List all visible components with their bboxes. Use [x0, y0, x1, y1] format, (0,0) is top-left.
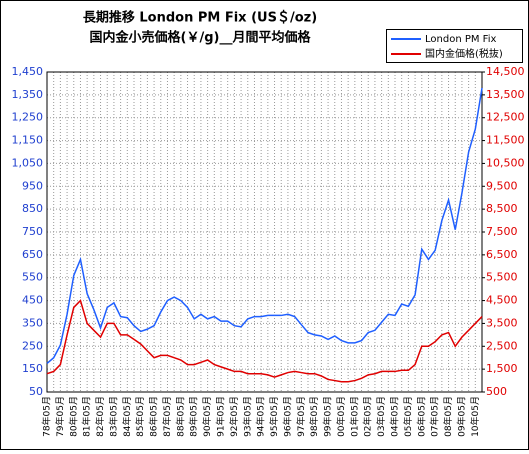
- y-tick-label: 550: [22, 271, 43, 284]
- y2-tick-label: 13,500: [486, 88, 525, 101]
- y2-tick-label: 4,500: [486, 294, 518, 307]
- x-tick-label: 78年05月: [41, 396, 53, 437]
- y-tick-label: 250: [22, 339, 43, 352]
- y-tick-label: 50: [29, 385, 43, 398]
- x-tick-label: 02年05月: [362, 396, 374, 437]
- y2-tick-label: 10,500: [486, 156, 525, 169]
- y-tick-label: 750: [22, 225, 43, 238]
- chart-subtitle: 国内金小売価格(￥/g)__月間平均価格: [90, 30, 312, 46]
- y-tick-label: 1,050: [12, 156, 44, 169]
- x-tick-label: 82年05月: [94, 396, 106, 437]
- y2-tick-label: 8,500: [486, 202, 518, 215]
- y-tick-label: 1,450: [12, 65, 44, 78]
- x-tick-label: 83年05月: [107, 396, 119, 437]
- y2-tick-label: 500: [486, 385, 507, 398]
- chart-title: 長期推移 London PM Fix (US＄/oz): [83, 10, 317, 26]
- y2-tick-label: 6,500: [486, 248, 518, 261]
- y-tick-label: 1,350: [12, 88, 44, 101]
- x-tick-label: 96年05月: [281, 396, 293, 437]
- x-tick-label: 04年05月: [389, 396, 401, 437]
- x-tick-label: 03年05月: [375, 396, 387, 437]
- series-line: [46, 299, 483, 383]
- y-tick-label: 1,150: [12, 134, 44, 147]
- x-tick-label: 05年05月: [402, 396, 414, 437]
- y-tick-label: 1,250: [12, 111, 44, 124]
- x-tick-label: 00年05月: [335, 396, 347, 437]
- y2-tick-label: 14,500: [486, 65, 525, 78]
- y2-tick-label: 3,500: [486, 316, 518, 329]
- x-tick-label: 06年05月: [415, 396, 427, 437]
- y-tick-label: 850: [22, 202, 43, 215]
- x-tick-label: 09年05月: [455, 396, 467, 437]
- legend-label: London PM Fix: [425, 34, 496, 45]
- legend-label: 国内金価格(税抜): [425, 47, 503, 60]
- y2-tick-label: 12,500: [486, 111, 525, 124]
- y2-tick-label: 1,500: [486, 362, 518, 375]
- y-tick-label: 650: [22, 248, 43, 261]
- x-tick-label: 79年05月: [54, 396, 66, 437]
- x-tick-label: 93年05月: [241, 396, 253, 437]
- x-tick-label: 87年05月: [161, 396, 173, 437]
- x-tick-label: 99年05月: [322, 396, 334, 437]
- x-tick-label: 80年05月: [67, 396, 79, 437]
- x-tick-label: 91年05月: [215, 396, 227, 437]
- y-tick-label: 150: [22, 362, 43, 375]
- y2-tick-label: 2,500: [486, 339, 518, 352]
- x-tick-label: 89年05月: [188, 396, 200, 437]
- y2-tick-label: 9,500: [486, 179, 518, 192]
- x-tick-label: 08年05月: [442, 396, 454, 437]
- x-tick-label: 98年05月: [308, 396, 320, 437]
- x-tick-label: 94年05月: [255, 396, 267, 437]
- plot-frame: [46, 71, 483, 393]
- x-tick-label: 84年05月: [121, 396, 133, 437]
- x-tick-label: 01年05月: [348, 396, 360, 437]
- x-tick-label: 95年05月: [268, 396, 280, 437]
- y-tick-label: 450: [22, 294, 43, 307]
- x-tick-label: 88年05月: [174, 396, 186, 437]
- x-tick-label: 10年05月: [469, 396, 481, 437]
- y-tick-label: 950: [22, 179, 43, 192]
- y-tick-label: 350: [22, 316, 43, 329]
- series-line: [46, 87, 483, 365]
- x-tick-label: 85年05月: [134, 396, 146, 437]
- x-tick-label: 92年05月: [228, 396, 240, 437]
- legend-box: [386, 29, 523, 63]
- x-tick-label: 90年05月: [201, 396, 213, 437]
- x-tick-label: 97年05月: [295, 396, 307, 437]
- y2-tick-label: 7,500: [486, 225, 518, 238]
- x-tick-label: 07年05月: [429, 396, 441, 437]
- x-tick-label: 86年05月: [148, 396, 160, 437]
- x-tick-label: 81年05月: [81, 396, 93, 437]
- y2-tick-label: 11,500: [486, 134, 525, 147]
- y2-tick-label: 5,500: [486, 271, 518, 284]
